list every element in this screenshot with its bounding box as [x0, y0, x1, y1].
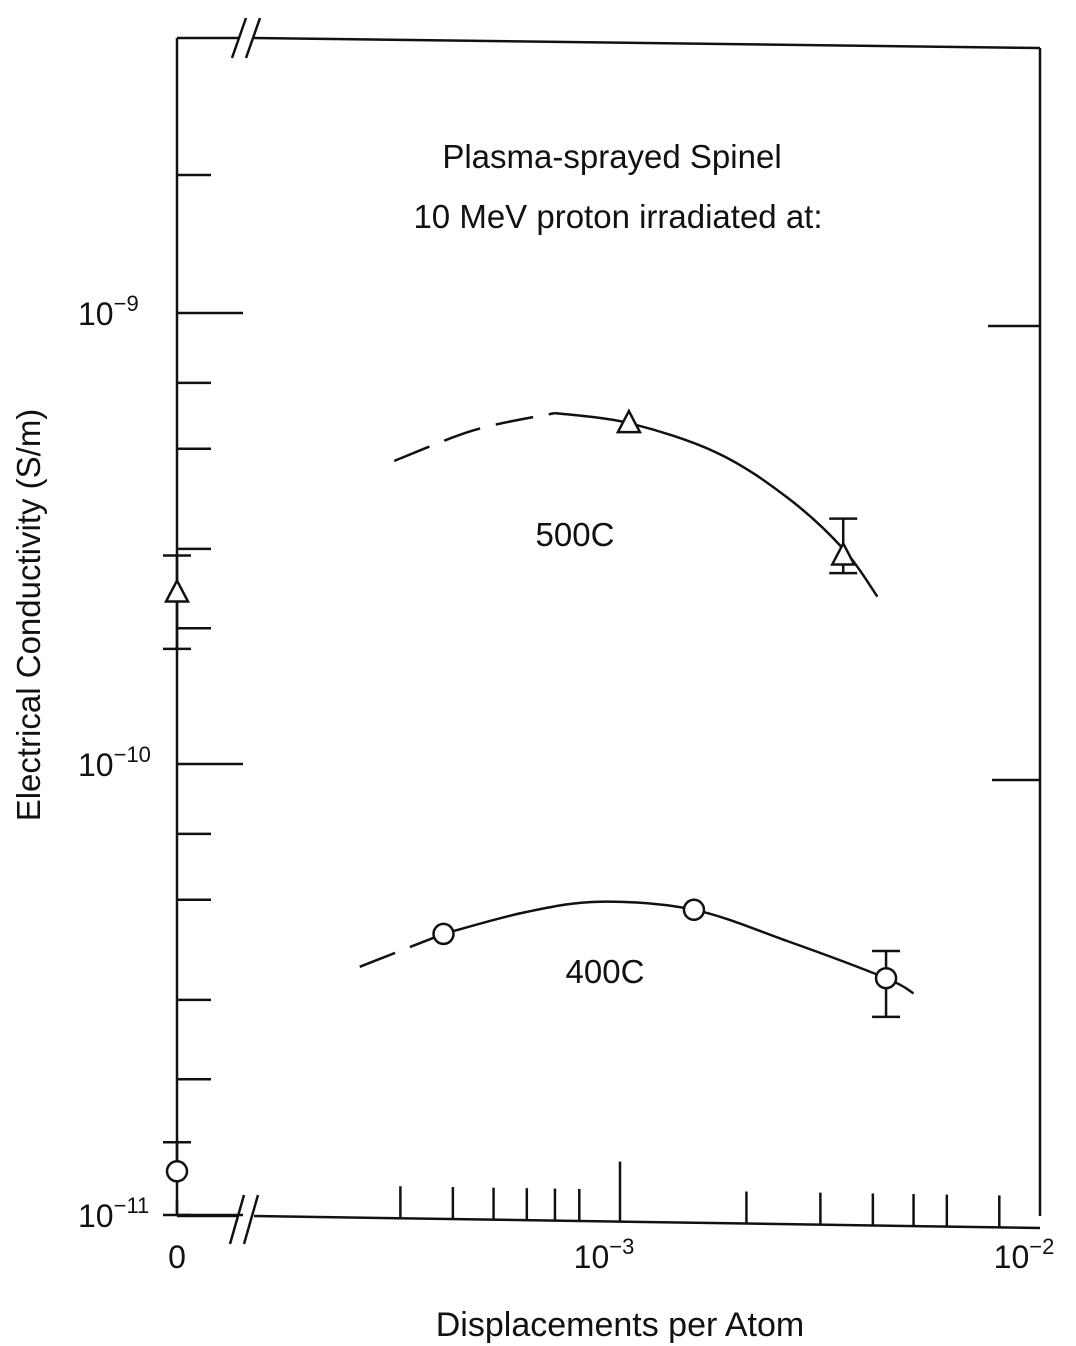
- chart-labels: Plasma-sprayed Spinel 10 MeV proton irra…: [10, 138, 1054, 1344]
- fit-curve-dashed: [359, 932, 444, 968]
- chart-subtitle: 10 MeV proton irradiated at:: [413, 198, 822, 235]
- data-markers: [163, 408, 901, 1217]
- y-tick-label: 10−9: [78, 291, 139, 332]
- y-axis-label: Electrical Conductivity (S/m): [10, 409, 47, 822]
- x-axis-label: Displacements per Atom: [436, 1306, 805, 1344]
- axis-break-mark: [242, 1194, 260, 1245]
- fit-curve-dashed: [393, 411, 556, 463]
- frame-top: [253, 36, 1041, 50]
- axis-ticks: [177, 173, 1040, 1228]
- fit-curve: [554, 411, 879, 598]
- data-point-circle: [874, 966, 898, 990]
- series-label: 500C: [536, 516, 615, 553]
- data-point-triangle: [615, 408, 642, 434]
- y-tick-label: 10−10: [78, 742, 151, 783]
- x-tick-label: 10−2: [994, 1234, 1055, 1275]
- axis-break-mark: [230, 17, 248, 59]
- frame-bottom: [253, 1214, 1041, 1230]
- data-point-triangle: [163, 577, 191, 603]
- data-point-circle: [165, 1160, 189, 1183]
- x-tick-label: 10−3: [574, 1234, 635, 1275]
- data-point-circle: [432, 922, 455, 946]
- axis-break-mark: [244, 17, 262, 59]
- fit-curves: [359, 411, 915, 995]
- y-tick-label: 10−11: [78, 1193, 149, 1234]
- data-point-triangle: [830, 540, 857, 566]
- fit-curve: [443, 900, 915, 995]
- series-label: 400C: [566, 953, 645, 990]
- data-point-circle: [682, 898, 706, 922]
- x-tick-label: 0: [168, 1239, 186, 1275]
- axis-break-mark: [228, 1194, 246, 1245]
- chart-title: Plasma-sprayed Spinel: [442, 138, 781, 175]
